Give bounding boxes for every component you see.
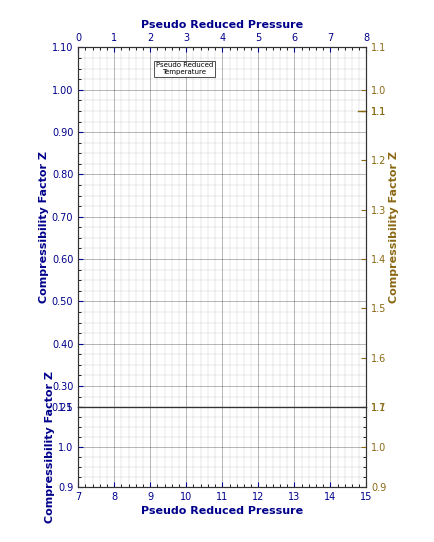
X-axis label: Pseudo Reduced Pressure: Pseudo Reduced Pressure: [141, 21, 303, 30]
Y-axis label: Compressibility Factor Z: Compressibility Factor Z: [389, 151, 399, 304]
Y-axis label: Compressibility Factor Z: Compressibility Factor Z: [39, 151, 49, 304]
X-axis label: Pseudo Reduced Pressure: Pseudo Reduced Pressure: [141, 506, 303, 516]
Y-axis label: Compressibility Factor Z: Compressibility Factor Z: [45, 371, 55, 523]
Text: Pseudo Reduced
Temperature: Pseudo Reduced Temperature: [156, 62, 213, 75]
